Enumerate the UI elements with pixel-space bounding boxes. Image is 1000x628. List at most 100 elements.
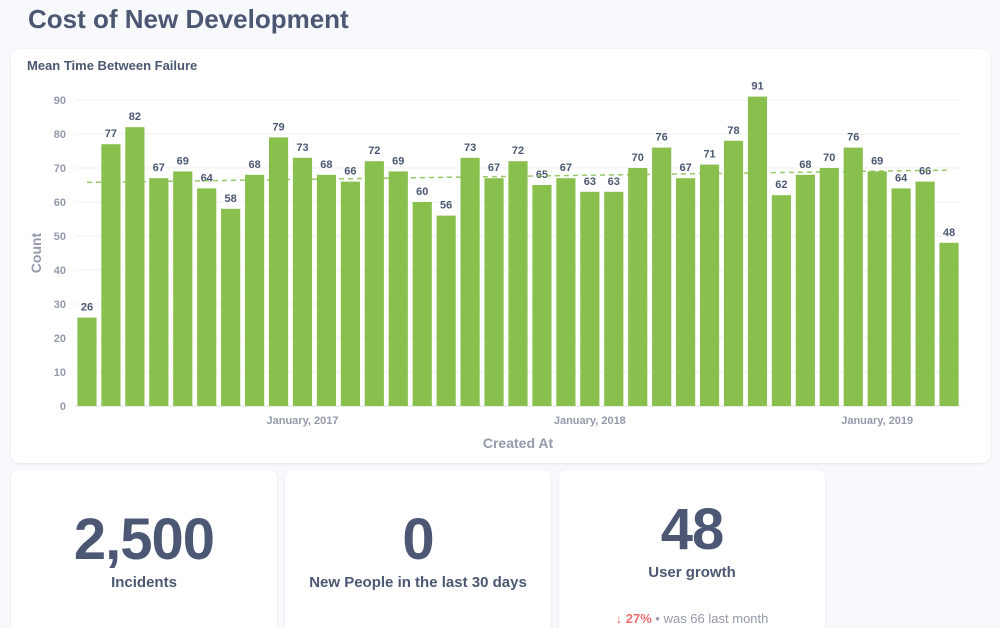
bar[interactable] (843, 147, 863, 406)
y-tick-label: 30 (54, 299, 66, 311)
scalar-card-new-people[interactable]: 0 New People in the last 30 days (285, 470, 551, 628)
bar[interactable] (915, 181, 935, 406)
data-label: 76 (656, 132, 668, 144)
bar[interactable] (699, 164, 720, 406)
x-tick-label: January, 2018 (554, 415, 626, 427)
trend-period: last month (708, 611, 769, 626)
data-label: 64 (895, 172, 908, 184)
bar[interactable] (484, 178, 504, 406)
data-label: 60 (416, 186, 428, 198)
data-label: 70 (823, 152, 835, 164)
data-label: 64 (201, 172, 214, 184)
bar[interactable] (412, 202, 432, 406)
data-label: 65 (536, 169, 548, 181)
data-label: 63 (608, 176, 620, 188)
page-title: Cost of New Development (28, 4, 349, 34)
data-label: 72 (512, 145, 524, 157)
data-label: 63 (584, 176, 596, 188)
y-tick-label: 40 (54, 265, 66, 277)
data-label: 69 (177, 155, 189, 167)
bar[interactable] (819, 168, 839, 406)
data-label: 68 (799, 159, 811, 171)
trend-percent: 27% (625, 611, 652, 626)
bar[interactable] (795, 174, 815, 406)
y-tick-label: 70 (54, 163, 66, 175)
data-label: 66 (919, 166, 931, 178)
bar[interactable] (173, 171, 193, 406)
bar[interactable] (604, 191, 624, 406)
x-tick-label: January, 2019 (841, 415, 913, 427)
bar[interactable] (364, 161, 384, 406)
bar[interactable] (747, 96, 768, 406)
bar[interactable] (556, 178, 576, 406)
data-label: 67 (560, 162, 572, 174)
scalar-card-incidents[interactable]: 2,500 Incidents (11, 470, 277, 628)
y-tick-label: 90 (54, 95, 66, 107)
bar[interactable] (532, 185, 552, 406)
y-axis-label: Count (28, 232, 44, 273)
bar[interactable] (580, 191, 600, 406)
bar[interactable] (197, 188, 217, 406)
data-label: 56 (440, 200, 452, 212)
bar[interactable] (245, 174, 265, 406)
bar[interactable] (268, 137, 289, 406)
data-label: 78 (727, 125, 739, 137)
bar[interactable] (101, 144, 121, 406)
data-label: 72 (368, 145, 380, 157)
scalar-label[interactable]: New People in the last 30 days (309, 574, 527, 591)
bar[interactable] (939, 242, 959, 406)
data-label: 58 (225, 193, 237, 205)
data-label: 62 (775, 179, 787, 191)
chart-title[interactable]: Mean Time Between Failure (27, 58, 198, 73)
trend-previous-value: was 66 (663, 611, 705, 626)
y-tick-label: 10 (54, 367, 66, 379)
trend-indicator: ↓ 27% • was 66 last month (559, 611, 825, 626)
data-label: 73 (296, 142, 308, 154)
bar[interactable] (891, 188, 911, 406)
bar[interactable] (388, 171, 408, 406)
data-label: 67 (679, 162, 691, 174)
bar[interactable] (316, 174, 337, 406)
bar[interactable] (460, 157, 480, 406)
bar[interactable] (723, 140, 744, 407)
chart-card[interactable]: Mean Time Between Failure 0 10 20 30 40 50 60 7… (11, 49, 990, 463)
data-label: 68 (320, 159, 332, 171)
data-label: 82 (129, 111, 141, 123)
data-label: 67 (153, 162, 165, 174)
data-label: 71 (703, 149, 715, 161)
arrow-down-icon: ↓ (615, 611, 623, 626)
data-label: 67 (488, 162, 500, 174)
scalar-label[interactable]: Incidents (111, 574, 177, 591)
scalar-value: 0 (402, 507, 434, 572)
bar[interactable] (628, 168, 648, 406)
bar[interactable] (77, 317, 97, 406)
y-tick-label: 20 (54, 333, 66, 345)
data-label: 26 (81, 302, 93, 314)
bar[interactable] (508, 161, 528, 406)
data-label: 69 (871, 155, 883, 167)
separator-dot: • (655, 611, 660, 626)
bar[interactable] (149, 178, 169, 406)
bar[interactable] (676, 178, 696, 406)
data-label: 48 (943, 227, 955, 239)
x-axis-label: Created At (483, 435, 554, 451)
y-tick-label: 60 (54, 197, 66, 209)
bar-chart: 0 10 20 30 40 50 60 70 80 90 26 77 82 67 69 64 58 68 79 73 6… (28, 81, 961, 451)
bar[interactable] (292, 157, 313, 406)
bar[interactable] (125, 127, 145, 406)
scalar-card-user-growth[interactable]: 48 User growth ↓ 27% • was 66 last month (559, 470, 825, 628)
bar[interactable] (340, 181, 360, 406)
data-label: 68 (248, 159, 260, 171)
scalar-value: 48 (660, 497, 725, 562)
bar[interactable] (867, 171, 887, 406)
scalar-label[interactable]: User growth (648, 564, 736, 581)
y-tick-label: 50 (54, 231, 66, 243)
bar[interactable] (652, 147, 672, 406)
bar[interactable] (436, 215, 456, 406)
data-label: 69 (392, 155, 404, 167)
bar[interactable] (771, 195, 791, 406)
bar[interactable] (221, 208, 241, 406)
x-tick-label: January, 2017 (267, 415, 339, 427)
y-tick-label: 0 (60, 401, 66, 413)
y-tick-label: 80 (54, 129, 66, 141)
